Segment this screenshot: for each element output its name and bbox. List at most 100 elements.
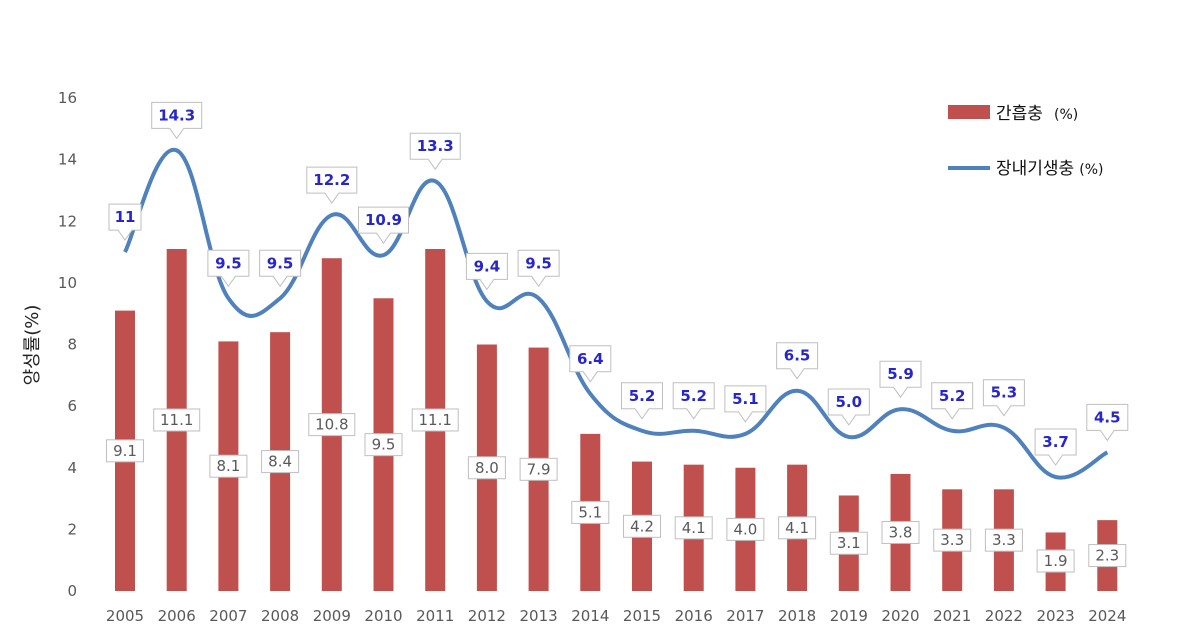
bar-value-label-box	[308, 413, 356, 437]
x-tick-label: 2011	[416, 607, 454, 625]
line-value-label: 14.3	[151, 101, 203, 140]
bar-value-label-text: 3.8	[889, 523, 913, 541]
line-value-text: 9.5	[525, 254, 552, 272]
bar-value-label: 3.1	[829, 531, 868, 555]
y-axis-label: 양성률(%)	[22, 305, 43, 386]
x-tick-label: 2023	[1037, 607, 1075, 625]
bar-value-label: 11.1	[153, 408, 201, 432]
x-tick-label: 2010	[364, 607, 402, 625]
line-value-text: 5.0	[836, 393, 863, 411]
line-value-text: 4.5	[1094, 408, 1121, 426]
line-value-callout	[1034, 428, 1077, 466]
bar-value-label: 3.3	[984, 528, 1023, 552]
bar-value-label: 10.8	[308, 413, 356, 437]
line-value-text: 10.9	[365, 211, 402, 229]
line-value-text: 3.7	[1042, 433, 1069, 451]
line-value-label: 5.1	[724, 385, 767, 423]
line-value-text: 6.4	[577, 350, 604, 368]
bar-value-label-box	[106, 439, 144, 463]
legend-label-bar: 간흡충 (%)	[996, 104, 1078, 124]
bar-value-label-text: 4.1	[785, 519, 809, 537]
x-tick-label: 2008	[261, 607, 299, 625]
bar-value-label-box	[829, 531, 868, 555]
line-value-text: 5.3	[991, 384, 1018, 402]
bar-value-label-text: 3.1	[837, 534, 861, 552]
bar-value-label-text: 9.1	[113, 442, 137, 460]
line-value-text: 9.4	[474, 257, 501, 275]
y-tick-label: 4	[67, 459, 77, 477]
line-value-callout	[108, 203, 142, 241]
line-value-text: 9.5	[215, 254, 242, 272]
line-value-callout	[879, 360, 922, 399]
y-axis: 0 2 4 6 8 10 12 14 16	[58, 89, 77, 600]
line-value-label: 3.7	[1034, 428, 1077, 466]
bar-value-label: 3.8	[881, 520, 920, 544]
bar-value-label-text: 11.1	[160, 411, 193, 429]
bar-value-label-text: 11.1	[418, 411, 451, 429]
line-value-callout	[931, 382, 974, 420]
bar-value-label-box	[571, 500, 610, 524]
x-tick-label: 2022	[985, 607, 1023, 625]
x-tick-label: 2013	[520, 607, 558, 625]
line-value-label: 6.5	[776, 342, 819, 380]
x-tick-label: 2007	[209, 607, 247, 625]
line-value-callout	[724, 385, 767, 423]
line-value-callout	[982, 379, 1025, 417]
x-tick-label: 2014	[571, 607, 609, 625]
line-path	[123, 148, 1109, 480]
line-value-callout	[207, 249, 250, 288]
line-value-label: 6.4	[569, 345, 612, 383]
bar-value-label: 9.5	[364, 433, 403, 457]
legend: 간흡충 (%) 장내기생충 (%)	[948, 104, 1104, 179]
y-tick-label: 2	[67, 520, 77, 538]
bar-value-label-text: 5.1	[578, 503, 602, 521]
line-value-label: 5.2	[621, 382, 663, 420]
bar-value-label-text: 4.1	[682, 519, 706, 537]
bar-value-label-text: 3.3	[992, 531, 1016, 549]
bar-value-label: 8.0	[467, 456, 506, 480]
y-tick-label: 14	[58, 151, 77, 169]
line-value-label: 11	[108, 203, 142, 241]
line-value-label: 9.5	[259, 249, 302, 288]
x-tick-label: 2019	[830, 607, 868, 625]
bar-value-label-box	[674, 516, 713, 540]
line-value-text: 5.2	[939, 387, 966, 405]
bar-value-label-text: 8.0	[475, 459, 499, 477]
bar-value-label-text: 8.1	[216, 457, 240, 475]
y-tick-label: 8	[67, 336, 77, 354]
line-value-callout	[1086, 403, 1129, 442]
bar-value-label: 3.3	[933, 528, 972, 552]
line-value-callout	[517, 249, 560, 288]
y-tick-label: 10	[58, 274, 77, 292]
bar-value-label-box	[881, 520, 920, 544]
line-value-text: 9.5	[267, 254, 294, 272]
y-tick-label: 16	[58, 89, 77, 107]
bar-value-label-box	[1036, 549, 1075, 573]
bar-value-label-box	[153, 408, 201, 432]
line-value-label: 4.5	[1086, 403, 1129, 442]
bar-value-label-text: 2.3	[1095, 547, 1119, 565]
x-tick-label: 2016	[675, 607, 713, 625]
line-value-text: 5.1	[732, 390, 759, 408]
bar-value-label-box	[1088, 544, 1127, 568]
line-value-callout	[569, 345, 612, 383]
bar-value-label-box	[623, 514, 661, 538]
bar-value-label: 4.1	[674, 516, 713, 540]
y-tick-label: 6	[67, 397, 77, 415]
line-value-callout	[358, 206, 409, 245]
line-value-text: 13.3	[417, 137, 454, 155]
line-value-label: 9.4	[465, 252, 508, 291]
bar-value-label: 2.3	[1088, 544, 1127, 568]
bar-value-label-box	[261, 450, 300, 474]
line-value-label: 5.2	[931, 382, 974, 420]
line-value-label: 5.3	[982, 379, 1025, 417]
x-tick-label: 2018	[778, 607, 816, 625]
x-tick-label: 2005	[106, 607, 144, 625]
bar-value-label-box	[778, 516, 817, 540]
bar-value-label: 4.2	[623, 514, 661, 538]
bar-value-label-text: 7.9	[527, 460, 551, 478]
line-value-callout	[776, 342, 819, 380]
x-tick-label: 2009	[313, 607, 351, 625]
bar-value-label-box	[364, 433, 403, 457]
